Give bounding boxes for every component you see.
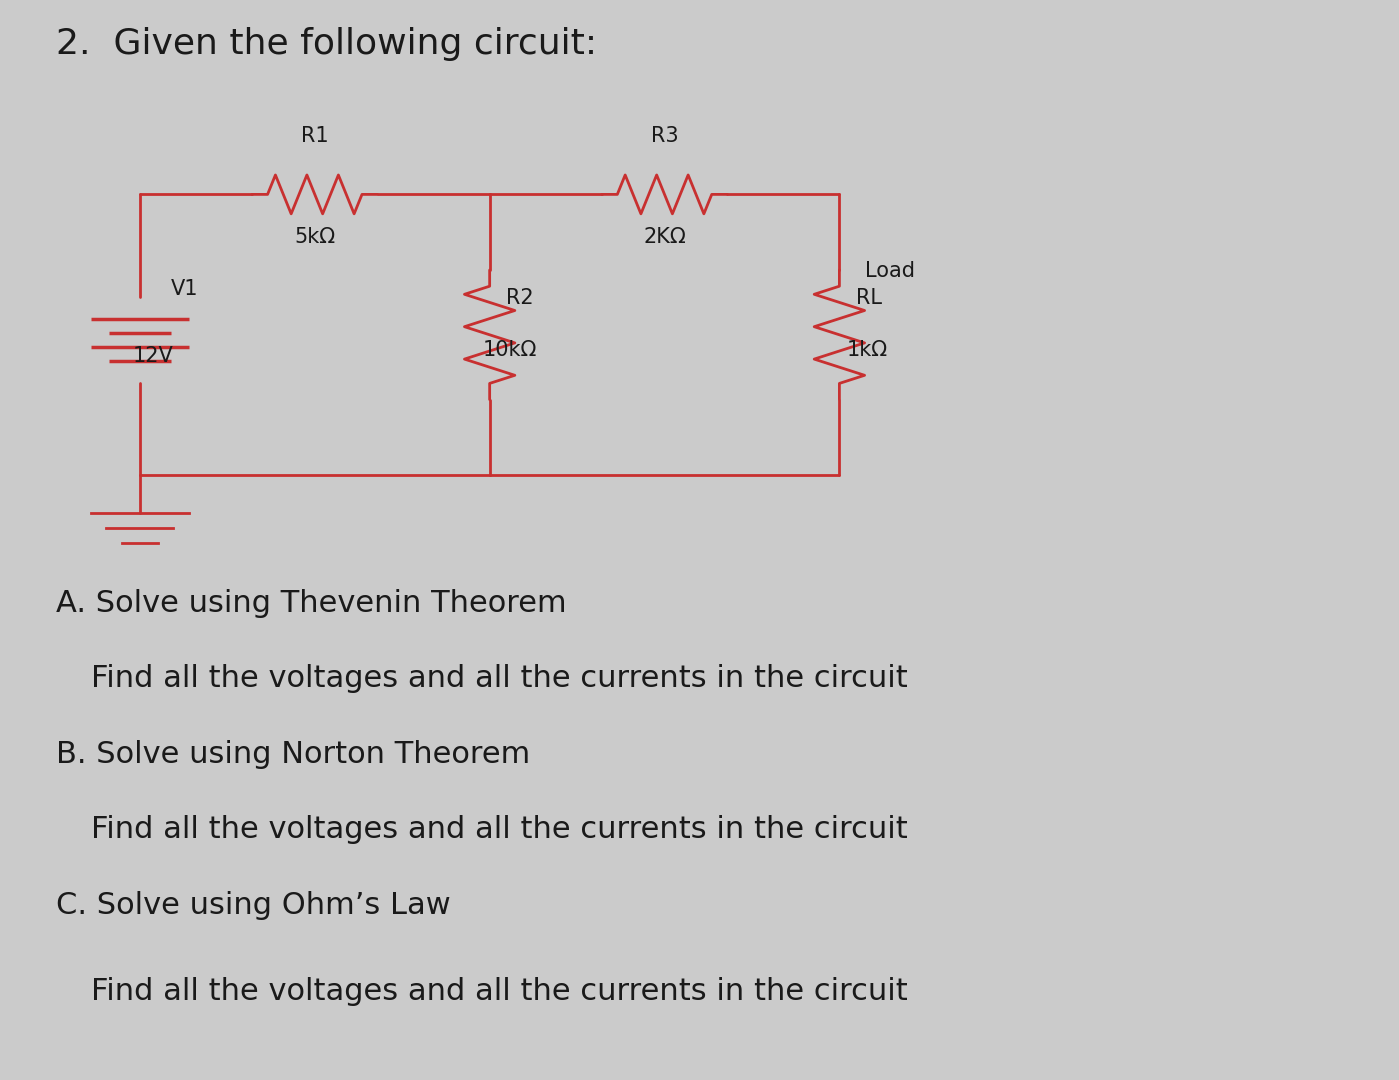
- Text: Find all the voltages and all the currents in the circuit: Find all the voltages and all the curren…: [91, 815, 908, 845]
- Text: RL: RL: [856, 287, 883, 308]
- Text: Find all the voltages and all the currents in the circuit: Find all the voltages and all the curren…: [91, 664, 908, 693]
- Text: B. Solve using Norton Theorem: B. Solve using Norton Theorem: [56, 740, 530, 769]
- Text: R2: R2: [506, 287, 534, 308]
- Text: C. Solve using Ohm’s Law: C. Solve using Ohm’s Law: [56, 891, 450, 920]
- Text: 12V: 12V: [133, 346, 173, 366]
- Text: 5kΩ: 5kΩ: [294, 227, 336, 247]
- Text: R1: R1: [301, 125, 329, 146]
- Text: 10kΩ: 10kΩ: [483, 340, 537, 361]
- Text: R3: R3: [651, 125, 679, 146]
- Text: 1kΩ: 1kΩ: [846, 340, 887, 361]
- Text: Find all the voltages and all the currents in the circuit: Find all the voltages and all the curren…: [91, 977, 908, 1007]
- Text: A. Solve using Thevenin Theorem: A. Solve using Thevenin Theorem: [56, 589, 567, 618]
- Text: 2.  Given the following circuit:: 2. Given the following circuit:: [56, 27, 597, 60]
- Text: Load: Load: [865, 260, 915, 281]
- Text: V1: V1: [171, 279, 199, 299]
- Text: 2KΩ: 2KΩ: [644, 227, 686, 247]
